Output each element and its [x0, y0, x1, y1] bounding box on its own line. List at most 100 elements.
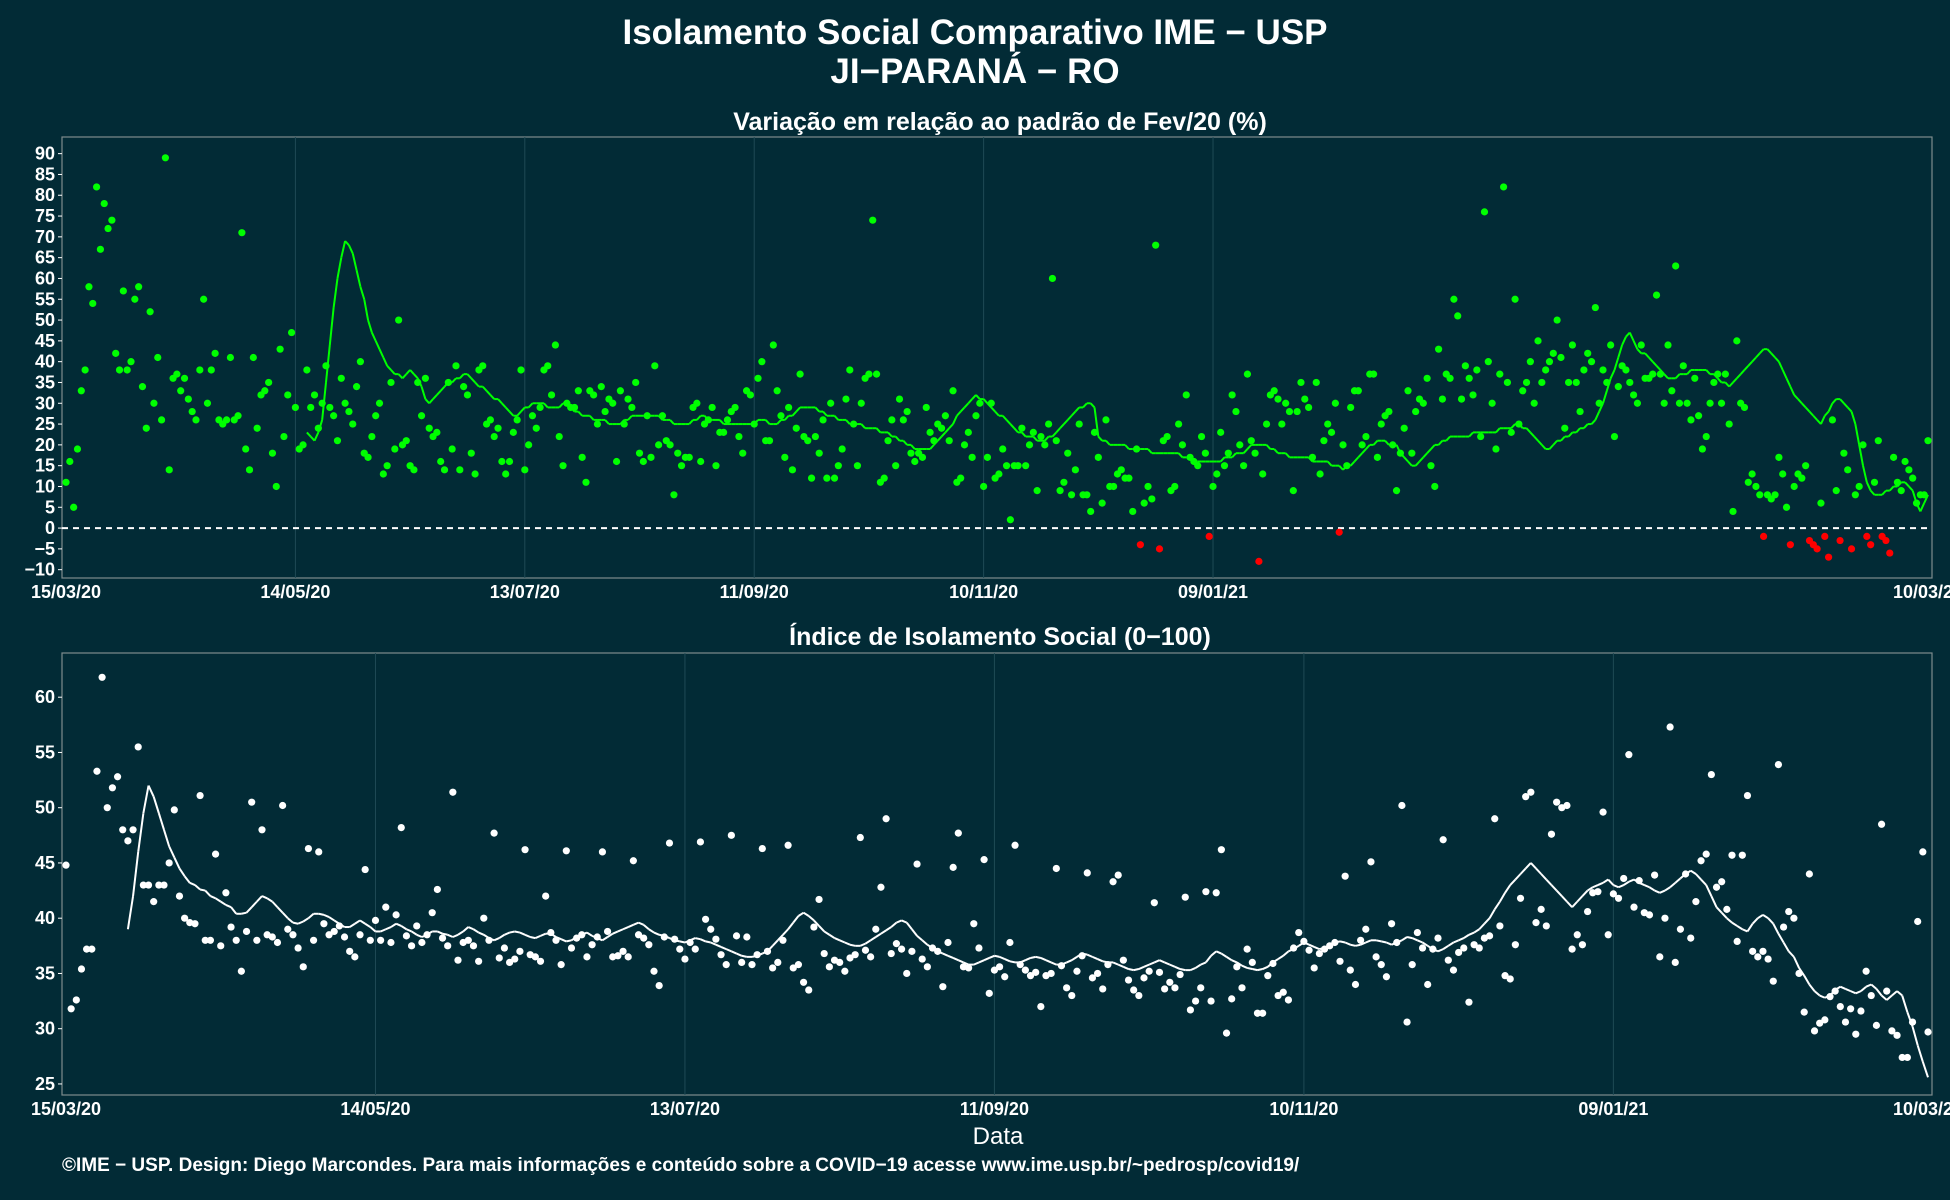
variation-moving-average-segment [1766, 348, 1772, 355]
index-moving-average-segment [1911, 1026, 1919, 1046]
variation-data-point [1817, 499, 1825, 507]
index-data-point [1738, 851, 1746, 859]
index-data-point [1026, 972, 1035, 980]
index-moving-average-segment [1751, 917, 1759, 925]
variation-data-point [827, 399, 835, 407]
index-data-point [1836, 1003, 1844, 1011]
index-moving-average-segment [1205, 955, 1212, 964]
index-data-point [1847, 1005, 1855, 1013]
variation-moving-average-segment [1594, 411, 1601, 421]
variation-data-point [1431, 482, 1439, 491]
variation-moving-average-segment [1858, 444, 1864, 466]
variation-data-point [1798, 474, 1806, 482]
index-data-point [1651, 871, 1659, 879]
variation-data-point [1901, 457, 1909, 466]
variation-moving-average-segment [1326, 460, 1333, 467]
index-data-point [1800, 1008, 1808, 1016]
index-moving-average-segment [467, 926, 474, 931]
index-data-point [304, 844, 313, 853]
index-data-point [1295, 928, 1303, 937]
index-data-point [1315, 949, 1323, 958]
index-moving-average-segment [1514, 873, 1522, 881]
variation-data-point [341, 399, 349, 407]
index-data-point [217, 942, 225, 950]
index-moving-average-segment [905, 922, 913, 930]
index-moving-average-segment [1643, 884, 1650, 889]
variation-data-point [444, 378, 452, 387]
index-moving-average-segment [1576, 895, 1584, 903]
index-moving-average-segment [524, 933, 531, 938]
index-moving-average-segment [1252, 968, 1258, 972]
variation-moving-average-segment [1751, 356, 1757, 363]
index-data-point [634, 931, 643, 939]
variation-data-point [1033, 487, 1041, 495]
index-data-point [511, 955, 519, 963]
variation-moving-average-segment [1628, 332, 1635, 342]
variation-moving-average-segment [1468, 431, 1474, 438]
index-data-point [1537, 905, 1545, 913]
variation-data-point [1182, 391, 1190, 399]
variation-moving-average-segment [910, 444, 916, 450]
variation-data-point [1870, 478, 1879, 486]
variation-moving-average-segment [1739, 369, 1746, 375]
variation-data-point [345, 407, 353, 416]
variation-data-point [1759, 532, 1768, 540]
variation-data-point [1217, 428, 1225, 436]
variation-data-point [624, 395, 632, 403]
index-data-point [1692, 898, 1700, 906]
variation-data-point [1018, 424, 1026, 432]
variation-data-point [1867, 541, 1875, 549]
variation-data-point [1874, 437, 1882, 445]
variation-data-point [1637, 341, 1645, 349]
variation-data-point [582, 478, 590, 486]
index-moving-average-segment [782, 928, 789, 936]
index-moving-average-segment [1092, 955, 1098, 961]
variation-moving-average-segment [1732, 377, 1738, 384]
index-moving-average-segment [281, 911, 289, 919]
variation-data-point [1786, 541, 1794, 549]
variation-data-point [1832, 487, 1840, 495]
index-data-point [1547, 830, 1556, 838]
index-moving-average-segment [364, 922, 371, 928]
index-moving-average-segment [1231, 959, 1238, 964]
index-data-point [1759, 947, 1767, 955]
variation-data-point [945, 437, 953, 445]
index-data-point [438, 934, 447, 942]
index-moving-average-segment [297, 920, 304, 925]
variation-data-point [1045, 420, 1053, 428]
index-data-point [279, 801, 287, 810]
index-moving-average-segment [885, 926, 892, 932]
index-data-point [1001, 973, 1009, 981]
index-data-point [88, 945, 96, 953]
variation-data-point [1450, 295, 1458, 303]
index-data-point [160, 881, 168, 889]
index-data-point [1568, 945, 1576, 953]
index-moving-average-segment [1210, 950, 1217, 957]
variation-moving-average-segment [1219, 456, 1226, 463]
index-data-point [536, 957, 545, 965]
variation-moving-average-segment [363, 299, 370, 321]
index-moving-average-segment [540, 932, 547, 937]
index-moving-average-segment [1865, 983, 1872, 988]
index-moving-average-segment [1921, 1061, 1929, 1078]
variation-data-point [704, 416, 712, 424]
variation-data-point [1029, 428, 1037, 436]
variation-moving-average-segment [336, 257, 343, 279]
index-moving-average-segment [1468, 931, 1475, 936]
index-data-point [325, 931, 333, 939]
index-data-point [686, 938, 694, 947]
variation-moving-average-segment [332, 278, 339, 308]
variation-moving-average-segment [1242, 448, 1249, 454]
variation-data-point [1098, 499, 1106, 507]
variation-moving-average-segment [1074, 406, 1080, 413]
index-moving-average-segment [1782, 942, 1790, 952]
variation-y-tick-label: −5 [34, 539, 55, 559]
index-data-point [1810, 1027, 1819, 1035]
variation-moving-average-segment [409, 369, 415, 375]
variation-data-point [1392, 487, 1401, 495]
index-data-point [1166, 978, 1174, 986]
variation-moving-average-segment [1407, 460, 1413, 467]
variation-data-point [1752, 482, 1760, 491]
index-data-point [779, 936, 787, 944]
index-data-point [1594, 888, 1602, 896]
